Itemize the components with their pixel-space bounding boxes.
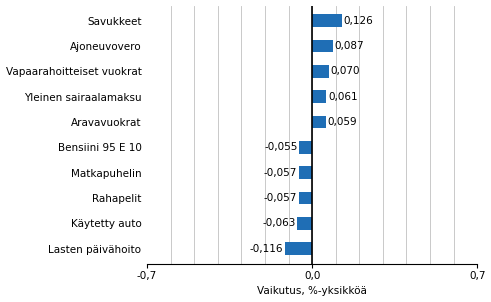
Text: 0,059: 0,059 [327,117,357,127]
Text: -0,116: -0,116 [250,244,283,254]
Bar [297,217,312,230]
Text: 0,070: 0,070 [330,66,359,76]
Text: -0,055: -0,055 [264,143,298,153]
Bar [312,14,342,27]
Text: -0,063: -0,063 [263,218,296,228]
Bar [299,166,312,179]
Bar [285,243,312,255]
Text: 0,087: 0,087 [334,41,364,51]
Bar [312,40,332,53]
Bar [312,65,328,78]
Text: -0,057: -0,057 [264,168,297,178]
Text: -0,057: -0,057 [264,193,297,203]
Bar [312,116,326,128]
Text: 0,061: 0,061 [328,92,357,102]
Bar [312,90,327,103]
Text: 0,126: 0,126 [343,16,373,26]
Bar [299,192,312,204]
Bar [299,141,312,154]
X-axis label: Vaikutus, %-yksikköä: Vaikutus, %-yksikköä [257,286,367,297]
